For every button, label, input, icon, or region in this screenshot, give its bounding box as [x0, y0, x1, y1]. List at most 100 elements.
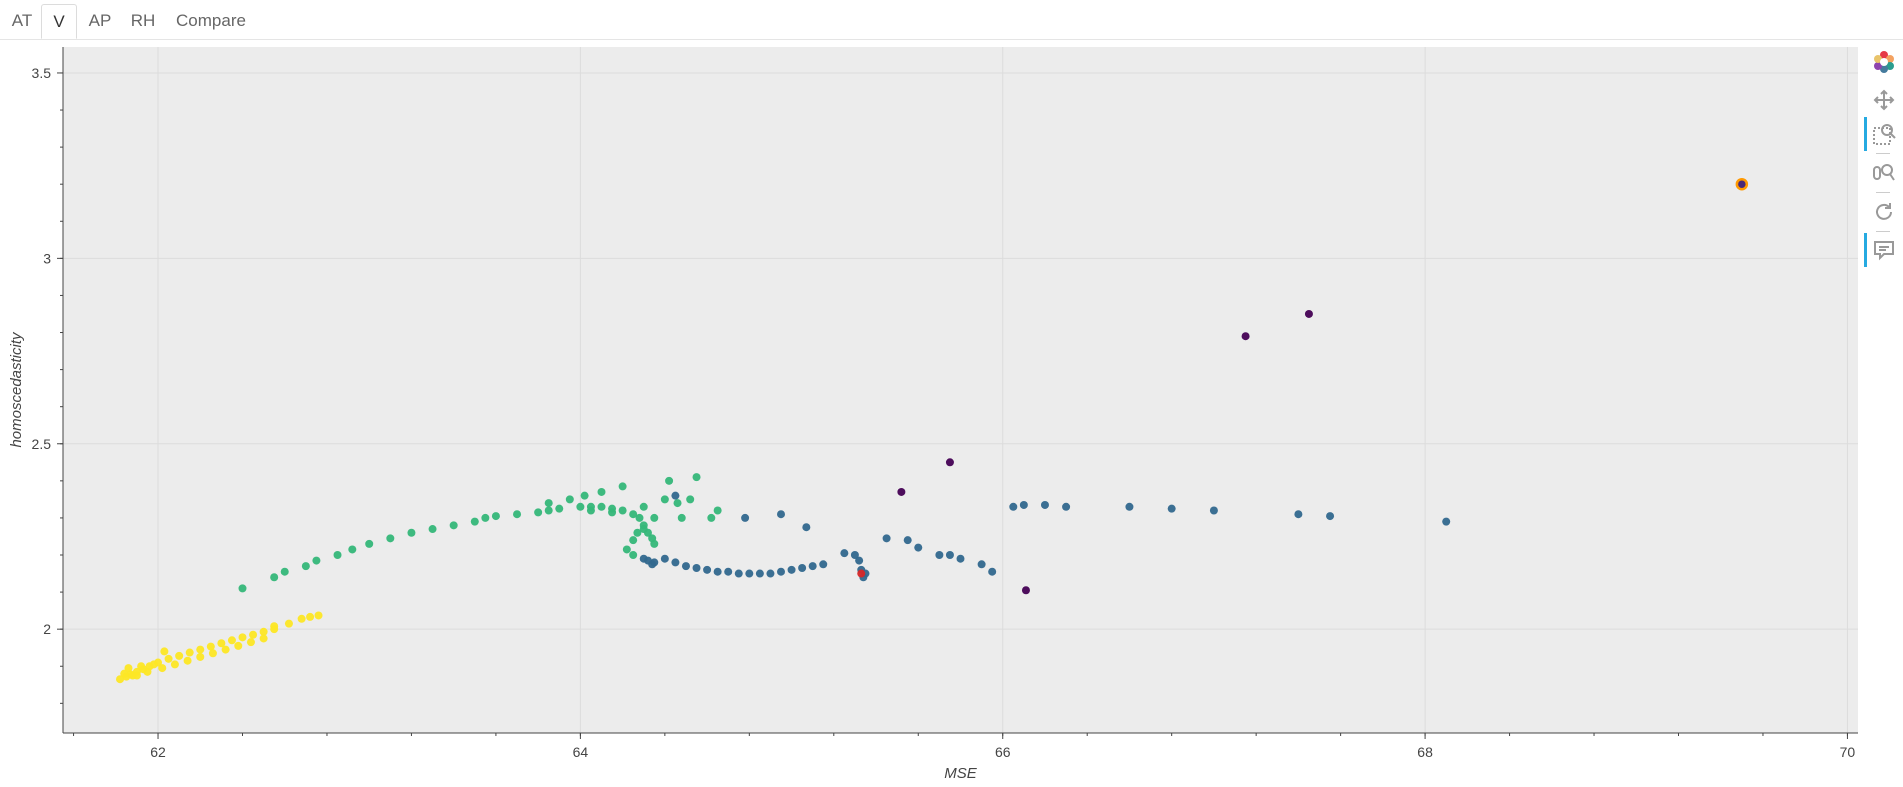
hover-tool-icon[interactable]	[1864, 233, 1903, 267]
data-point	[1304, 309, 1313, 318]
data-point	[914, 543, 923, 552]
data-point	[597, 502, 606, 511]
data-point	[608, 508, 617, 517]
data-point	[734, 569, 743, 578]
data-point	[333, 551, 342, 560]
y-tick-label: 3.5	[32, 65, 52, 81]
data-point	[1062, 502, 1071, 511]
data-point	[301, 562, 310, 571]
data-point	[724, 567, 733, 576]
highlighted-point	[1735, 177, 1749, 191]
data-point	[1167, 504, 1176, 513]
data-point	[238, 633, 247, 642]
data-point	[491, 512, 500, 521]
x-tick-label: 64	[573, 744, 589, 760]
pan-tool-icon[interactable]	[1864, 83, 1903, 117]
data-point	[534, 508, 543, 517]
data-point	[221, 645, 230, 654]
data-point	[798, 563, 807, 572]
data-point	[713, 567, 722, 576]
data-point	[481, 513, 490, 522]
data-point	[629, 551, 638, 560]
data-point	[513, 510, 522, 519]
toolbar-divider	[1876, 231, 1890, 232]
data-point	[544, 506, 553, 515]
data-point	[565, 495, 574, 504]
data-point	[1040, 500, 1049, 509]
data-point	[306, 612, 315, 621]
data-point	[673, 499, 682, 508]
data-point	[692, 473, 701, 482]
data-point	[635, 513, 644, 522]
data-point	[175, 651, 184, 660]
data-point	[449, 521, 458, 530]
reset-tool-icon[interactable]	[1864, 195, 1903, 229]
data-point	[217, 639, 226, 648]
tab-v[interactable]: V	[41, 4, 77, 39]
data-point	[280, 567, 289, 576]
scatter-plot[interactable]: 62 64 66 68 70 2 2.5 3 3.5 MSE homoscedasticity	[0, 40, 1860, 787]
data-point	[576, 502, 585, 511]
data-point	[183, 656, 192, 665]
data-point	[802, 523, 811, 532]
bokeh-logo-icon[interactable]	[1864, 45, 1903, 79]
data-point	[1019, 500, 1028, 509]
data-point	[580, 491, 589, 500]
data-point	[238, 584, 247, 593]
data-point	[1241, 332, 1250, 341]
data-point	[137, 662, 146, 671]
x-tick-label: 70	[1840, 744, 1856, 760]
data-points	[116, 177, 1749, 684]
data-point	[650, 513, 659, 522]
data-point	[777, 510, 785, 519]
box-zoom-tool-icon[interactable]	[1864, 117, 1903, 151]
tab-rh[interactable]: RH	[130, 11, 156, 30]
data-point	[284, 619, 293, 628]
data-point	[149, 660, 158, 669]
data-point	[897, 487, 906, 496]
axes: 62 64 66 68 70 2 2.5 3 3.5	[32, 47, 1858, 760]
data-point	[1125, 502, 1134, 511]
data-point	[665, 476, 674, 485]
data-point	[1209, 506, 1218, 515]
plot-background	[63, 47, 1858, 733]
data-point	[170, 660, 179, 669]
y-tick-label: 3	[43, 250, 51, 266]
data-point	[741, 513, 750, 522]
data-point	[808, 562, 817, 571]
data-point	[234, 641, 243, 650]
data-point	[158, 664, 167, 673]
data-point	[686, 495, 695, 504]
data-point	[648, 560, 657, 569]
data-point	[629, 510, 638, 519]
data-point	[755, 569, 764, 578]
toolbar-divider	[1876, 192, 1890, 193]
data-point	[132, 671, 141, 680]
data-point	[544, 499, 553, 508]
data-point	[857, 569, 866, 578]
data-point	[1326, 512, 1335, 521]
tab-at[interactable]: AT	[11, 11, 33, 30]
data-point	[120, 669, 129, 678]
data-point	[1009, 502, 1018, 511]
data-point	[855, 556, 864, 565]
data-point	[677, 513, 686, 522]
y-axis-label: homoscedasticity	[8, 331, 25, 448]
wheel-zoom-tool-icon[interactable]	[1864, 156, 1903, 190]
data-point	[660, 495, 669, 504]
x-tick-label: 66	[995, 744, 1011, 760]
data-point	[660, 554, 669, 563]
data-point	[312, 556, 321, 565]
data-point	[124, 664, 133, 673]
data-point	[348, 545, 357, 554]
grid-lines	[63, 47, 1858, 733]
tab-compare[interactable]: Compare	[176, 11, 246, 30]
data-point	[1442, 517, 1451, 526]
data-point	[597, 487, 606, 496]
data-point	[639, 525, 648, 534]
data-point	[618, 506, 627, 515]
data-point	[787, 565, 796, 574]
data-point	[745, 569, 754, 578]
x-axis-label: MSE	[944, 765, 978, 782]
tab-ap[interactable]: AP	[88, 11, 112, 30]
